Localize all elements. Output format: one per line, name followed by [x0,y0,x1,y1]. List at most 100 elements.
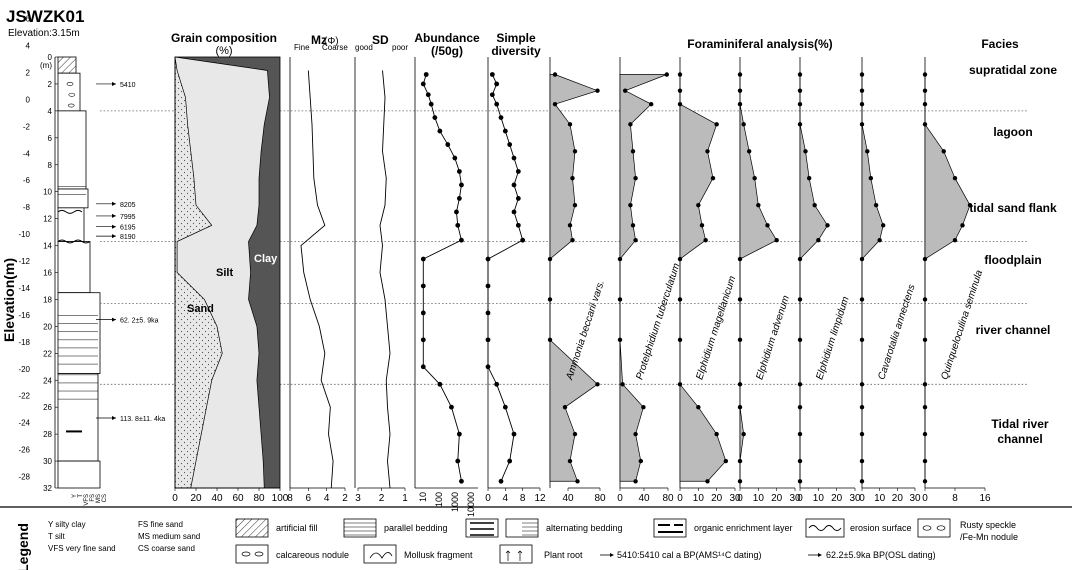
grain-unit: (%) [215,45,232,57]
species-point [952,237,958,243]
core-id: JSWZK01 [6,7,84,26]
legend-label: artificial fill [276,523,318,533]
facies-label: channel [997,432,1042,446]
species-point [714,431,719,437]
date-arrowhead [112,201,116,206]
species-point [630,149,636,154]
legend-swatch [917,518,951,538]
legend-mark [241,551,251,557]
lithology-bed [57,292,101,374]
species-point [803,149,808,154]
legend-swatch [499,544,533,564]
abundance-panel [414,57,464,488]
species-point [797,479,803,484]
sp7-axis-tick-label: 16 [979,493,991,504]
elevation-tick: -2 [23,122,31,131]
species-name: Cavarotalia annectens [876,283,917,381]
sd-axis-tick-label: 1 [402,493,408,504]
sd-panel [354,57,391,489]
elevation-tick: -8 [23,203,31,212]
diversity-point [502,128,508,134]
facies-label: floodplain [984,253,1041,267]
lithology-bed [57,110,87,190]
species-point [797,88,803,93]
diversity-panel [485,57,526,488]
abundance-point [420,337,426,343]
species-point [797,72,803,77]
sp4-axis-tick-label: 0 [737,493,743,504]
sp5-axis-tick-label: 30 [849,493,861,504]
species-point [922,88,928,93]
species-point [877,237,882,243]
grain-label-sand: Sand [187,303,214,315]
species-point [677,382,683,387]
mz-line [300,70,334,489]
diversity-title-1: Simple [496,31,536,45]
species-point [816,237,821,243]
species-point [922,101,928,107]
abundance-point [420,310,426,316]
diversity-point [489,72,495,77]
diversity-point [498,115,504,121]
sp4-axis-tick-label: 10 [753,493,765,504]
species-point [617,337,623,343]
species-point [873,202,879,208]
mz-unit: (Φ) [324,36,339,47]
species-point [628,122,633,127]
species-point [633,431,638,437]
species-name: Elphidium limpidum [814,295,851,381]
species-point [567,122,573,127]
diversity-axis-tick-label: 0 [485,493,491,504]
depth-tick: 2 [48,80,53,89]
mz-axis-tick-label: 8 [287,493,293,504]
legend-swatch [653,518,687,538]
species-point [677,101,683,107]
species-point [633,237,638,243]
facies-label: river channel [976,323,1051,337]
mz-axis-tick-label: 6 [306,493,312,504]
sand-area [174,56,223,489]
diversity-point [485,256,491,262]
depth-tick: 4 [48,107,53,116]
diversity-point [507,458,513,464]
lithology-bed [57,241,91,294]
nodule-symbol [67,103,75,108]
species-point [623,88,628,93]
species-point [859,122,865,127]
legend-swatch [505,518,539,538]
erosion-surface [57,239,91,244]
diversity-point [507,142,513,147]
species-point [737,88,743,93]
species-point [595,88,600,93]
species-point [547,297,553,302]
legend-mark [369,552,393,559]
legend-mark [922,525,932,531]
sp5-axis-tick-label: 10 [813,493,825,504]
species-point [633,479,638,484]
species-point [746,149,752,154]
species-point [922,479,928,484]
species-point [859,101,865,107]
species-point [797,122,803,127]
elevation-tick: -28 [18,473,30,482]
sp1-axis-tick-label: 40 [562,493,574,504]
species-point [714,122,719,127]
elevation-tick: -6 [23,176,31,185]
species-point [922,256,928,262]
species-point [922,458,928,464]
grain-axis-tick-label: 60 [232,493,244,504]
sp6-axis-tick-label: 20 [892,493,904,504]
sp3-axis-tick-label: 0 [677,493,683,504]
species-point [806,176,812,181]
abundance-point [420,364,426,370]
abundance-point [455,222,461,228]
species-point [677,256,683,262]
abundance-point [459,478,464,484]
sp7-axis-tick-label: 0 [922,493,928,504]
elevation-tick: -26 [18,446,30,455]
legend-label: Plant root [544,550,583,560]
species-point [859,337,865,343]
species-point [797,256,803,262]
